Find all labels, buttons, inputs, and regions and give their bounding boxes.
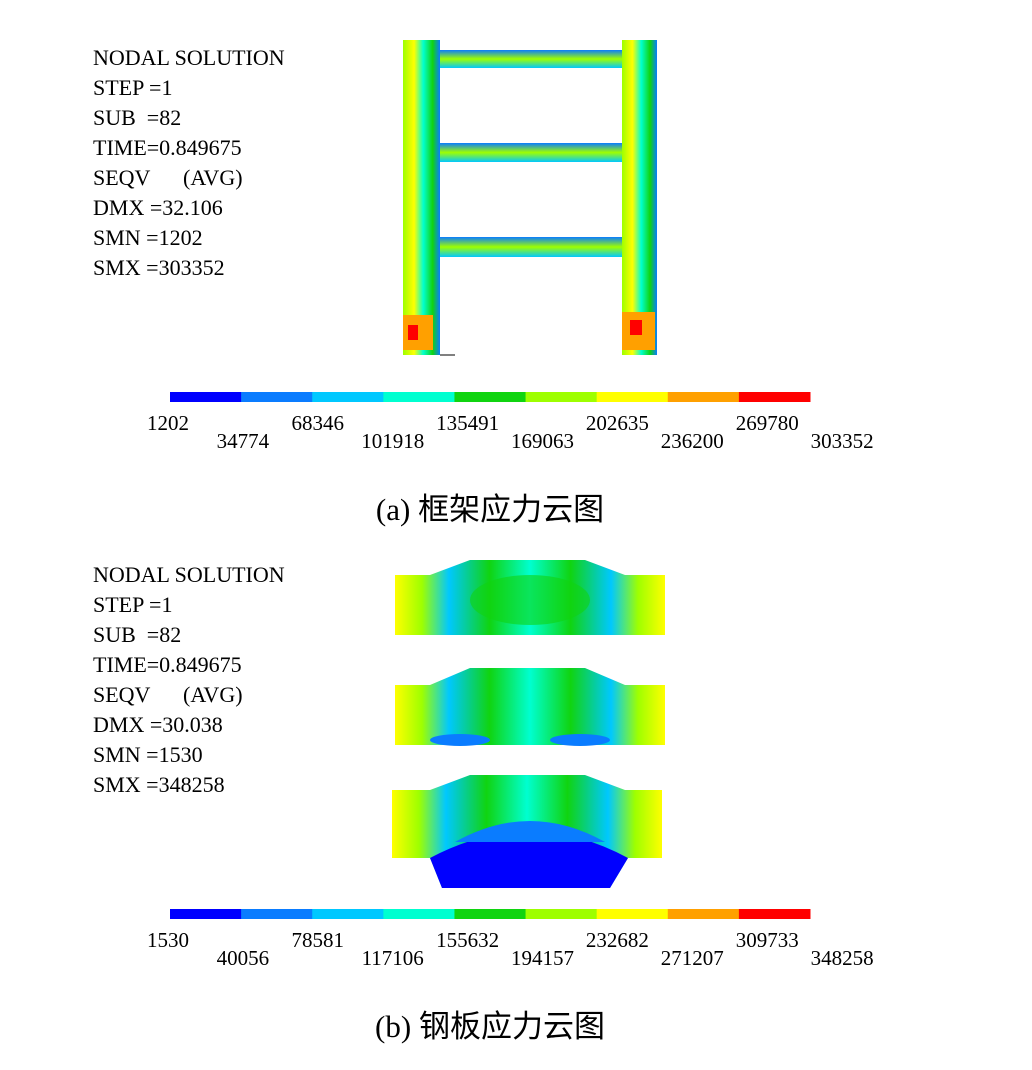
colorbar-segment — [312, 392, 384, 402]
colorbar-label: 155632 — [436, 928, 499, 952]
colorbar-segment — [738, 392, 811, 402]
colorbar-label: 117106 — [362, 946, 424, 970]
colorbar-label: 169063 — [511, 429, 574, 453]
colorbar-segment — [312, 909, 384, 919]
colorbar-label: 303352 — [811, 429, 874, 453]
colorbar-segment — [596, 909, 669, 919]
info-line: STEP =1 — [93, 592, 172, 617]
info-line: SUB =82 — [93, 105, 181, 130]
info-line: SMN =1530 — [93, 742, 203, 767]
colorbar-label: 271207 — [661, 946, 724, 970]
caption: (a) 框架应力云图 — [376, 492, 604, 527]
colorbar-label: 202635 — [586, 411, 649, 435]
plate-contour — [392, 560, 665, 888]
colorbar-segment — [738, 909, 811, 919]
info-line: TIME=0.849675 — [93, 652, 242, 677]
colorbar-segment — [596, 392, 669, 402]
colorbar-label: 101918 — [361, 429, 424, 453]
colorbar-segment — [241, 909, 313, 919]
info-line: SUB =82 — [93, 622, 181, 647]
info-line: STEP =1 — [93, 75, 172, 100]
colorbar-segment — [241, 392, 313, 402]
colorbar-segment — [170, 909, 242, 919]
colorbar-segment — [525, 909, 598, 919]
info-line: SMX =348258 — [93, 772, 225, 797]
colorbar-label: 194157 — [511, 946, 574, 970]
colorbar-label: 1530 — [147, 928, 189, 952]
info-line: NODAL SOLUTION — [93, 45, 285, 70]
colorbar-segment — [667, 909, 740, 919]
colorbar-segment — [525, 392, 598, 402]
colorbar-label: 34774 — [217, 429, 270, 453]
colorbar-label: 348258 — [811, 946, 874, 970]
colorbar-label: 236200 — [661, 429, 724, 453]
colorbar-label: 68346 — [292, 411, 345, 435]
caption: (b) 钢板应力云图 — [375, 1009, 605, 1044]
colorbar-segment — [170, 392, 242, 402]
info-line: TIME=0.849675 — [93, 135, 242, 160]
frame-contour — [403, 40, 657, 356]
colorbar-label: 1202 — [147, 411, 189, 435]
info-line: SEQV (AVG) — [93, 682, 243, 707]
colorbar-segment — [454, 392, 527, 402]
colorbar-segment — [667, 392, 740, 402]
info-line: DMX =32.106 — [93, 195, 223, 220]
colorbar-label: 40056 — [217, 946, 270, 970]
info-line: SMX =303352 — [93, 255, 225, 280]
colorbar-label: 309733 — [736, 928, 799, 952]
colorbar-label: 232682 — [586, 928, 649, 952]
colorbar-label: 135491 — [436, 411, 499, 435]
colorbar-segment — [383, 909, 455, 919]
colorbar-label: 269780 — [736, 411, 799, 435]
colorbar-label: 78581 — [292, 928, 345, 952]
info-line: SMN =1202 — [93, 225, 203, 250]
colorbar-segment — [454, 909, 527, 919]
info-line: NODAL SOLUTION — [93, 562, 285, 587]
colorbar-segment — [383, 392, 455, 402]
info-line: SEQV (AVG) — [93, 165, 243, 190]
info-line: DMX =30.038 — [93, 712, 223, 737]
